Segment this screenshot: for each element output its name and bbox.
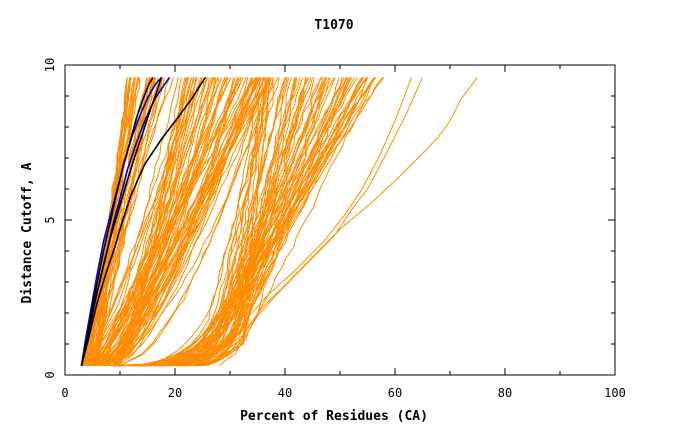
y-tick-label: 10 (43, 58, 57, 72)
series-layer (80, 76, 478, 367)
series-line-middle (113, 77, 216, 367)
series-line-band (156, 77, 280, 367)
series-line-band (152, 77, 323, 367)
x-tick-label: 20 (168, 386, 182, 400)
series-line-middle (85, 77, 226, 367)
series-line-band (175, 77, 331, 367)
series-line-steep (92, 77, 128, 366)
series-line-band (139, 77, 290, 367)
series-line-middle (119, 77, 270, 367)
series-line (218, 77, 423, 367)
series-line-band (194, 77, 377, 367)
series-line-band (133, 77, 268, 367)
series-line-steep (97, 77, 165, 366)
series-line-band (148, 77, 375, 367)
series-line-middle (83, 77, 258, 366)
y-axis-label: Distance Cutoff, A (20, 162, 35, 303)
series-line-middle (101, 77, 182, 367)
series-line-middle (103, 77, 179, 366)
axes-layer: 0 20 40 60 80 100 0 5 10 (43, 58, 626, 400)
series-line-middle (112, 77, 187, 366)
series-line-band (193, 77, 298, 367)
series-line-band (137, 77, 367, 367)
series-line-middle (100, 77, 249, 367)
series-line-middle (85, 77, 232, 367)
series-line-middle (93, 77, 271, 366)
x-tick-label: 0 (61, 386, 68, 400)
series-line-band (117, 77, 287, 367)
series-line (207, 77, 412, 367)
series-line-middle (117, 77, 266, 366)
series-line-middle (119, 77, 265, 367)
series-line-middle (114, 77, 194, 367)
series-line-middle (81, 77, 202, 366)
y-tick-label: 5 (43, 216, 57, 223)
series-line-band (134, 77, 343, 367)
highlight-series-line (80, 76, 206, 366)
series-line-middle (111, 77, 253, 367)
series-line-band (115, 77, 310, 367)
x-tick-label: 100 (604, 386, 626, 400)
series-line-band (134, 77, 307, 367)
chart-title: T1070 (314, 18, 353, 33)
series-line-band (141, 77, 296, 367)
series-line-band (182, 77, 324, 367)
x-tick-label: 60 (388, 386, 402, 400)
series-line-middle (95, 77, 188, 367)
series-line-middle (107, 77, 226, 367)
series-line-middle (107, 77, 260, 367)
series-line-band (114, 77, 351, 367)
series-line-steep (90, 77, 148, 366)
series-line-middle (113, 77, 253, 367)
series-line-band (138, 77, 266, 367)
series-line-middle (87, 77, 203, 366)
series-line-middle (93, 77, 228, 367)
series-line-band (125, 77, 296, 367)
series-line-steep (95, 77, 139, 366)
series-line-middle (88, 77, 271, 367)
series-line-band (112, 77, 326, 367)
series-line-middle (97, 77, 270, 367)
x-tick-label: 40 (278, 386, 292, 400)
y-tick-label: 0 (43, 371, 57, 378)
x-tick-label: 80 (498, 386, 512, 400)
series-line-band (111, 77, 343, 367)
series-line-middle (113, 77, 193, 367)
series-line-band (134, 77, 279, 367)
highlight-series-line (80, 76, 154, 366)
highlight-series-line (80, 77, 163, 366)
series-line-middle (90, 77, 253, 366)
series-line-middle (90, 77, 213, 367)
x-axis-label: Percent of Residues (CA) (240, 409, 428, 424)
